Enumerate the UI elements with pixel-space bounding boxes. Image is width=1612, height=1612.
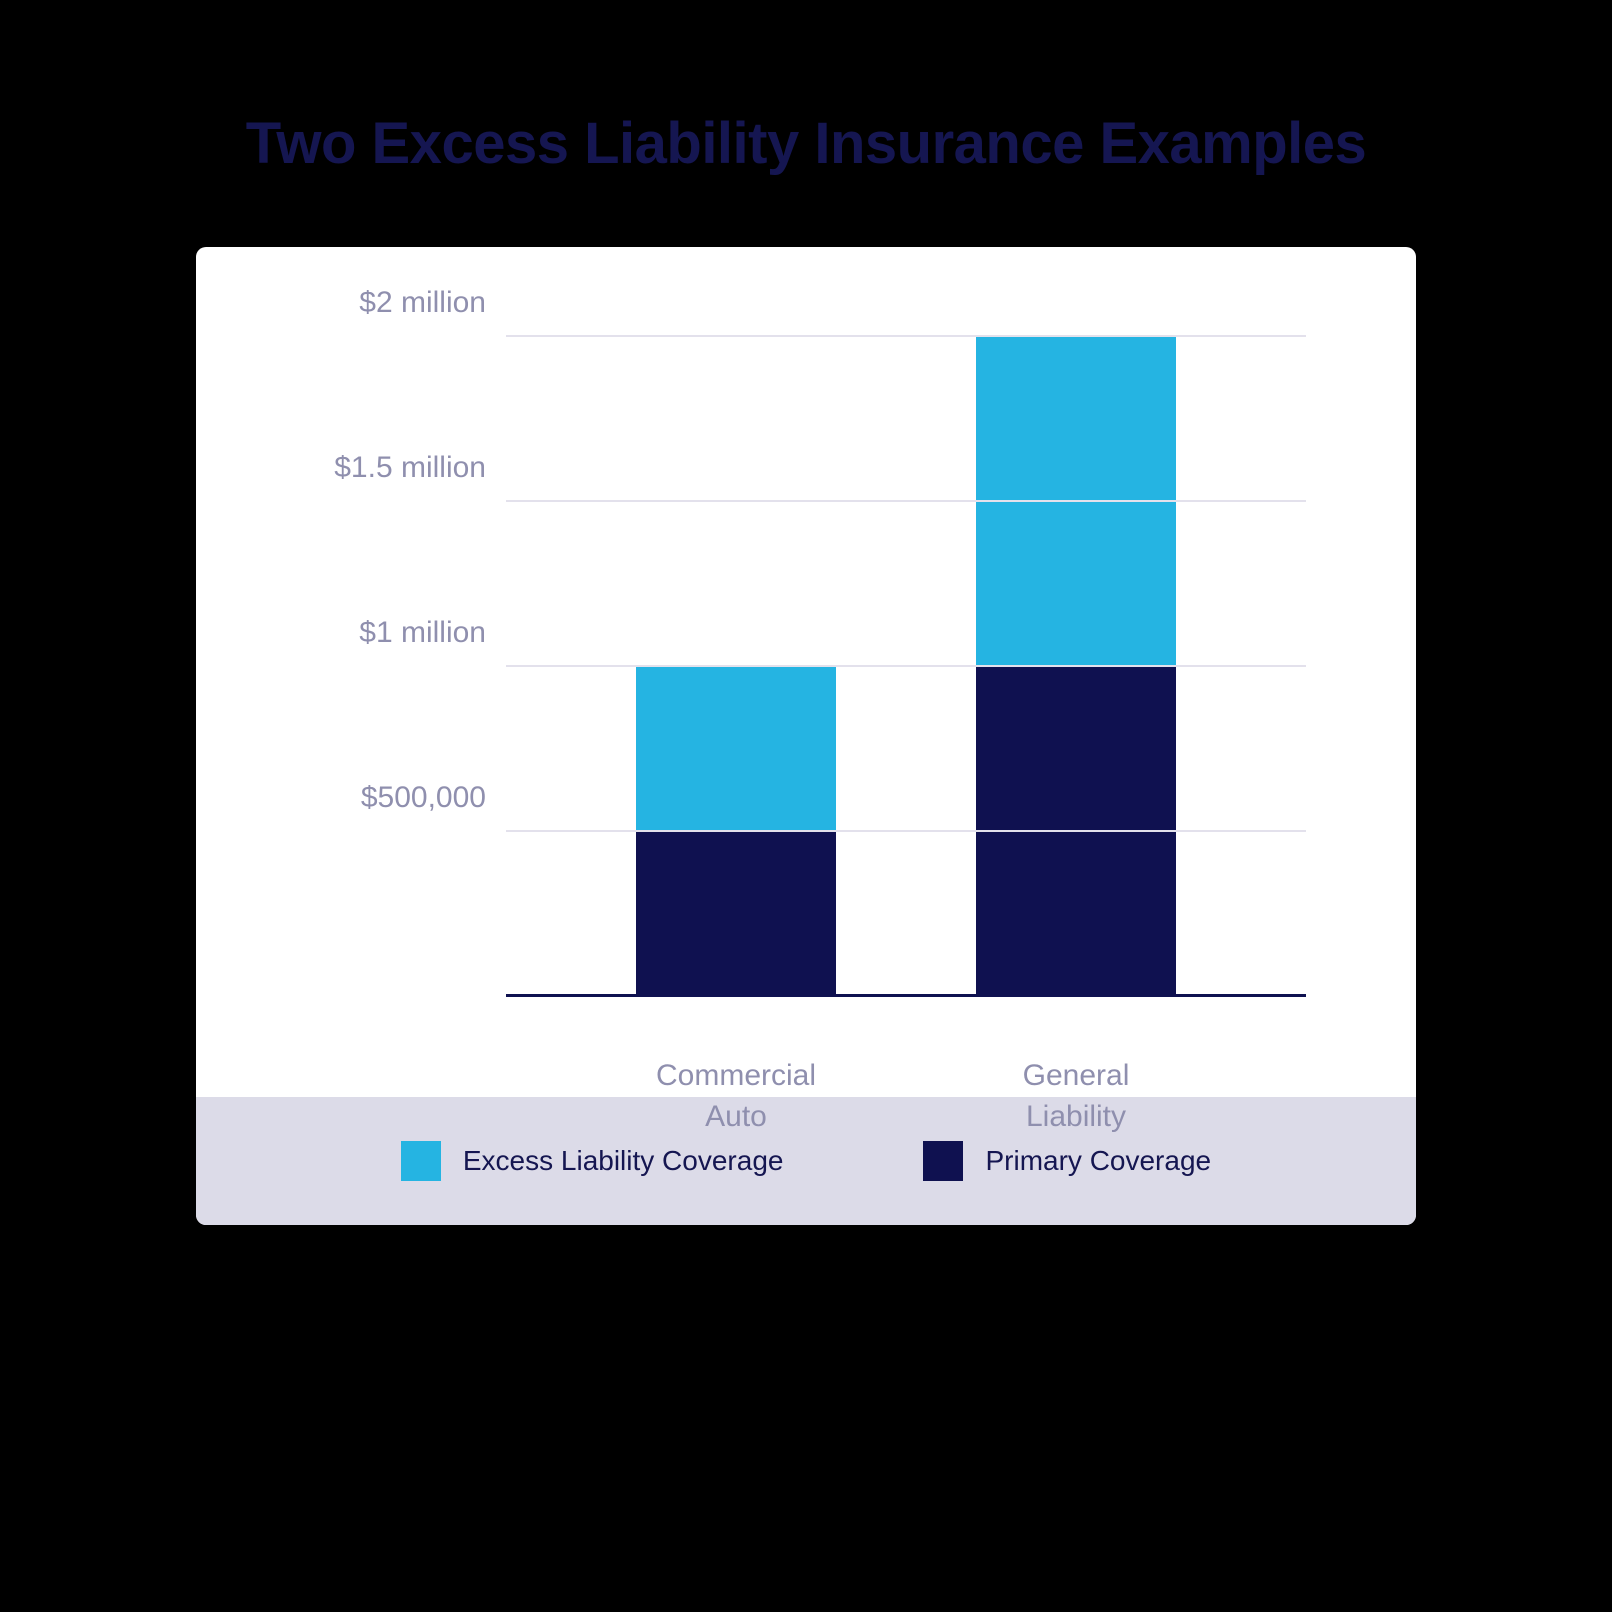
- gridline: [506, 665, 1306, 667]
- gridline: [506, 500, 1306, 502]
- legend-swatch: [401, 1141, 441, 1181]
- bar-segment-excess: [636, 667, 836, 832]
- bar-group: [636, 337, 836, 997]
- x-axis-labels: Commercial Auto General Liability: [506, 1056, 1306, 1137]
- bar-group: [976, 337, 1176, 997]
- y-tick-label: $1.5 million: [276, 451, 486, 485]
- gridline: [506, 830, 1306, 832]
- legend-item: Excess Liability Coverage: [401, 1141, 784, 1181]
- y-tick-label: $1 million: [276, 616, 486, 650]
- chart-title: Two Excess Liability Insurance Examples: [246, 110, 1367, 177]
- bar-segment-excess: [976, 337, 1176, 667]
- bars-container: [506, 337, 1306, 997]
- y-tick-label: $2 million: [276, 286, 486, 320]
- y-tick-label: $500,000: [276, 781, 486, 815]
- plot-area: Commercial AutoGeneral Liability $500,00…: [196, 247, 1416, 1097]
- chart-area: [506, 337, 1306, 997]
- legend-label: Excess Liability Coverage: [463, 1145, 784, 1177]
- x-tick-label: General Liability: [976, 1056, 1176, 1137]
- legend-label: Primary Coverage: [985, 1145, 1211, 1177]
- legend-swatch: [923, 1141, 963, 1181]
- gridline: [506, 335, 1306, 337]
- legend-item: Primary Coverage: [923, 1141, 1211, 1181]
- bar-segment-primary: [636, 832, 836, 997]
- x-tick-label: Commercial Auto: [636, 1056, 836, 1137]
- chart-card: Commercial Auto General Liability $500,00…: [196, 247, 1416, 1225]
- bar-segment-primary: [976, 667, 1176, 997]
